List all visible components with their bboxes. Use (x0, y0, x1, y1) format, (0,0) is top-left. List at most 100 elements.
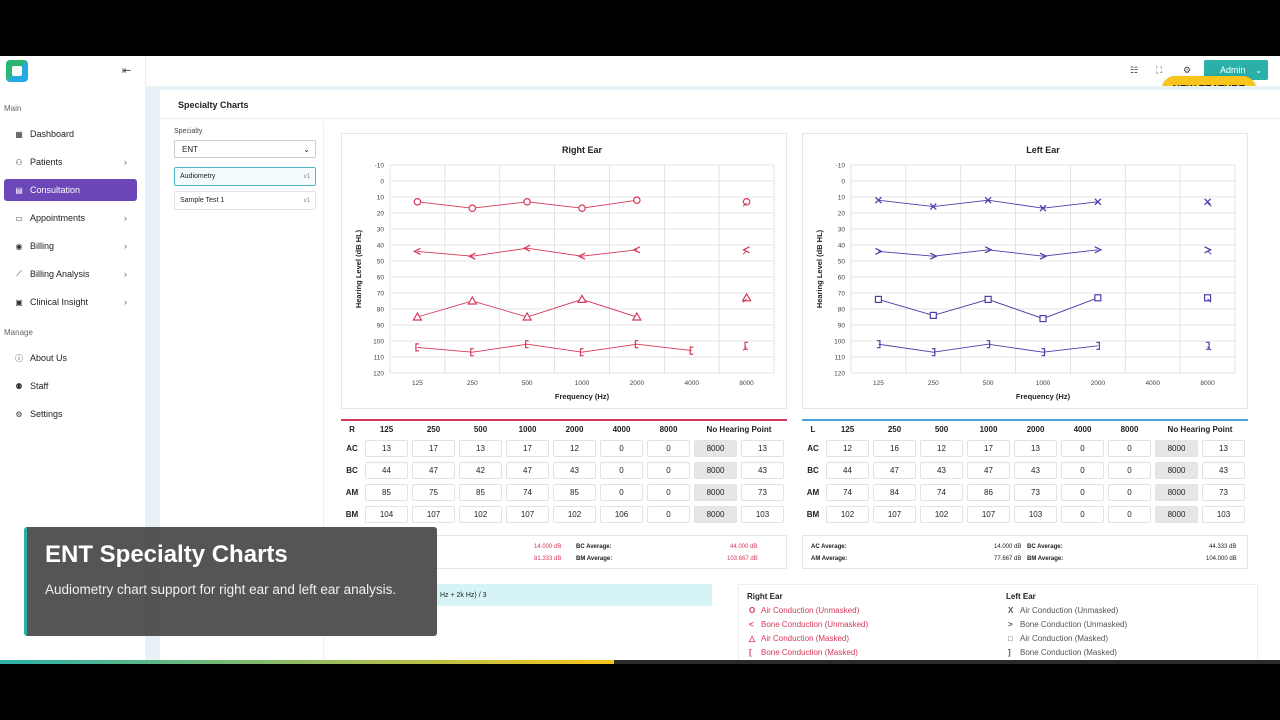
table-header-cell: R (349, 425, 355, 434)
video-progress-bar[interactable] (0, 660, 1280, 664)
calendar-icon: ▭ (15, 213, 23, 223)
threshold-input[interactable]: 43 (1014, 462, 1057, 479)
main-content: Specialty Charts Specialty ENT ⌄ Audiome… (146, 86, 1280, 664)
threshold-input[interactable]: 13 (741, 440, 784, 457)
threshold-input[interactable]: 102 (459, 506, 502, 523)
sidebar-item-appointments[interactable]: ▭ Appointments › (4, 207, 137, 229)
threshold-input[interactable]: 104 (365, 506, 408, 523)
fullscreen-icon[interactable]: ⛶ (1156, 65, 1163, 75)
threshold-input[interactable]: 0 (1108, 440, 1151, 457)
threshold-input: 8000 (1155, 440, 1198, 457)
threshold-input[interactable]: 0 (1108, 506, 1151, 523)
threshold-input[interactable]: 17 (412, 440, 455, 457)
specialty-select[interactable]: ENT ⌄ (174, 140, 316, 158)
admin-menu-button[interactable]: Admin ⌄ (1204, 60, 1268, 80)
threshold-input[interactable]: 13 (365, 440, 408, 457)
threshold-input[interactable]: 44 (826, 462, 869, 479)
section-label-main: Main (4, 104, 22, 113)
sidebar-item-about-us[interactable]: ⓘ About Us (4, 347, 137, 369)
customize-icon[interactable]: ☷ (1130, 65, 1139, 75)
threshold-input[interactable]: 74 (826, 484, 869, 501)
threshold-input[interactable]: 0 (1061, 440, 1104, 457)
threshold-input[interactable]: 0 (647, 484, 690, 501)
row-label: BM (345, 510, 359, 519)
threshold-input[interactable]: 74 (506, 484, 549, 501)
y-tick-label: 60 (838, 275, 846, 282)
threshold-input[interactable]: 73 (1014, 484, 1057, 501)
no-response-arrow (1207, 298, 1212, 303)
data-point-bm (1041, 348, 1046, 357)
threshold-input[interactable]: 44 (365, 462, 408, 479)
threshold-input[interactable]: 107 (506, 506, 549, 523)
threshold-input[interactable]: 102 (553, 506, 596, 523)
threshold-input[interactable]: 0 (600, 440, 643, 457)
threshold-input[interactable]: 102 (920, 506, 963, 523)
threshold-input[interactable]: 107 (873, 506, 916, 523)
threshold-input[interactable]: 13 (459, 440, 502, 457)
threshold-input[interactable]: 47 (873, 462, 916, 479)
threshold-input[interactable]: 17 (506, 440, 549, 457)
threshold-input[interactable]: 0 (1061, 506, 1104, 523)
chart-title: Right Ear (562, 145, 603, 155)
table-row: AM 74 84 74 86 73 0 0 8000 73 (802, 482, 1248, 504)
sidebar-item-consultation[interactable]: ▤ Consultation (4, 179, 137, 201)
test-item-audiometry[interactable]: Audiometry v1 (174, 167, 316, 186)
sidebar-item-clinical-insight[interactable]: ▣ Clinical Insight › (4, 291, 137, 313)
chevron-right-icon: › (124, 241, 127, 251)
threshold-input[interactable]: 12 (826, 440, 869, 457)
threshold-input[interactable]: 47 (506, 462, 549, 479)
threshold-input[interactable]: 47 (967, 462, 1010, 479)
threshold-input[interactable]: 103 (1202, 506, 1245, 523)
threshold-input[interactable]: 43 (1202, 462, 1245, 479)
threshold-input[interactable]: 0 (600, 484, 643, 501)
legend-left-item: X Air Conduction (Unmasked) (1008, 606, 1118, 615)
threshold-input[interactable]: 73 (741, 484, 784, 501)
threshold-input[interactable]: 74 (920, 484, 963, 501)
threshold-input[interactable]: 85 (365, 484, 408, 501)
threshold-input[interactable]: 13 (1202, 440, 1245, 457)
sidebar-item-billing-analysis[interactable]: ⟋ Billing Analysis › (4, 263, 137, 285)
threshold-input[interactable]: 73 (1202, 484, 1245, 501)
settings-icon[interactable]: ⚙ (1183, 65, 1192, 75)
threshold-input[interactable]: 13 (1014, 440, 1057, 457)
table-header-cell: 500 (934, 425, 949, 434)
threshold-input[interactable]: 16 (873, 440, 916, 457)
threshold-input[interactable]: 75 (412, 484, 455, 501)
sidebar-item-billing[interactable]: ◉ Billing › (4, 235, 137, 257)
threshold-input[interactable]: 0 (647, 462, 690, 479)
threshold-input[interactable]: 106 (600, 506, 643, 523)
threshold-input[interactable]: 12 (553, 440, 596, 457)
threshold-input[interactable]: 103 (741, 506, 784, 523)
threshold-input[interactable]: 103 (1014, 506, 1057, 523)
threshold-input[interactable]: 85 (553, 484, 596, 501)
threshold-input[interactable]: 0 (1061, 484, 1104, 501)
sidebar-item-patients[interactable]: ⚇ Patients › (4, 151, 137, 173)
threshold-input[interactable]: 47 (412, 462, 455, 479)
threshold-input[interactable]: 0 (1061, 462, 1104, 479)
x-tick-label: 8000 (739, 380, 754, 387)
threshold-input[interactable]: 12 (920, 440, 963, 457)
threshold-input[interactable]: 43 (920, 462, 963, 479)
threshold-input[interactable]: 102 (826, 506, 869, 523)
threshold-input[interactable]: 43 (741, 462, 784, 479)
sidebar-item-dashboard[interactable]: ▦ Dashboard (4, 123, 137, 145)
sidebar-item-settings[interactable]: ⚙ Settings (4, 403, 137, 425)
threshold-input[interactable]: 42 (459, 462, 502, 479)
threshold-input[interactable]: 107 (967, 506, 1010, 523)
threshold-input[interactable]: 107 (412, 506, 455, 523)
threshold-input[interactable]: 0 (1108, 462, 1151, 479)
threshold-input[interactable]: 85 (459, 484, 502, 501)
collapse-sidebar-icon[interactable]: ⇤ (122, 65, 132, 77)
threshold-input[interactable]: 0 (647, 506, 690, 523)
sidebar-item-staff[interactable]: ⚉ Staff (4, 375, 137, 397)
threshold-input[interactable]: 17 (967, 440, 1010, 457)
threshold-input[interactable]: 43 (553, 462, 596, 479)
y-tick-label: 30 (838, 227, 846, 234)
threshold-input[interactable]: 0 (647, 440, 690, 457)
data-point-am (522, 311, 533, 321)
threshold-input[interactable]: 84 (873, 484, 916, 501)
threshold-input[interactable]: 0 (1108, 484, 1151, 501)
threshold-input[interactable]: 0 (600, 462, 643, 479)
test-item-sample[interactable]: Sample Test 1 v1 (174, 191, 316, 210)
threshold-input[interactable]: 86 (967, 484, 1010, 501)
